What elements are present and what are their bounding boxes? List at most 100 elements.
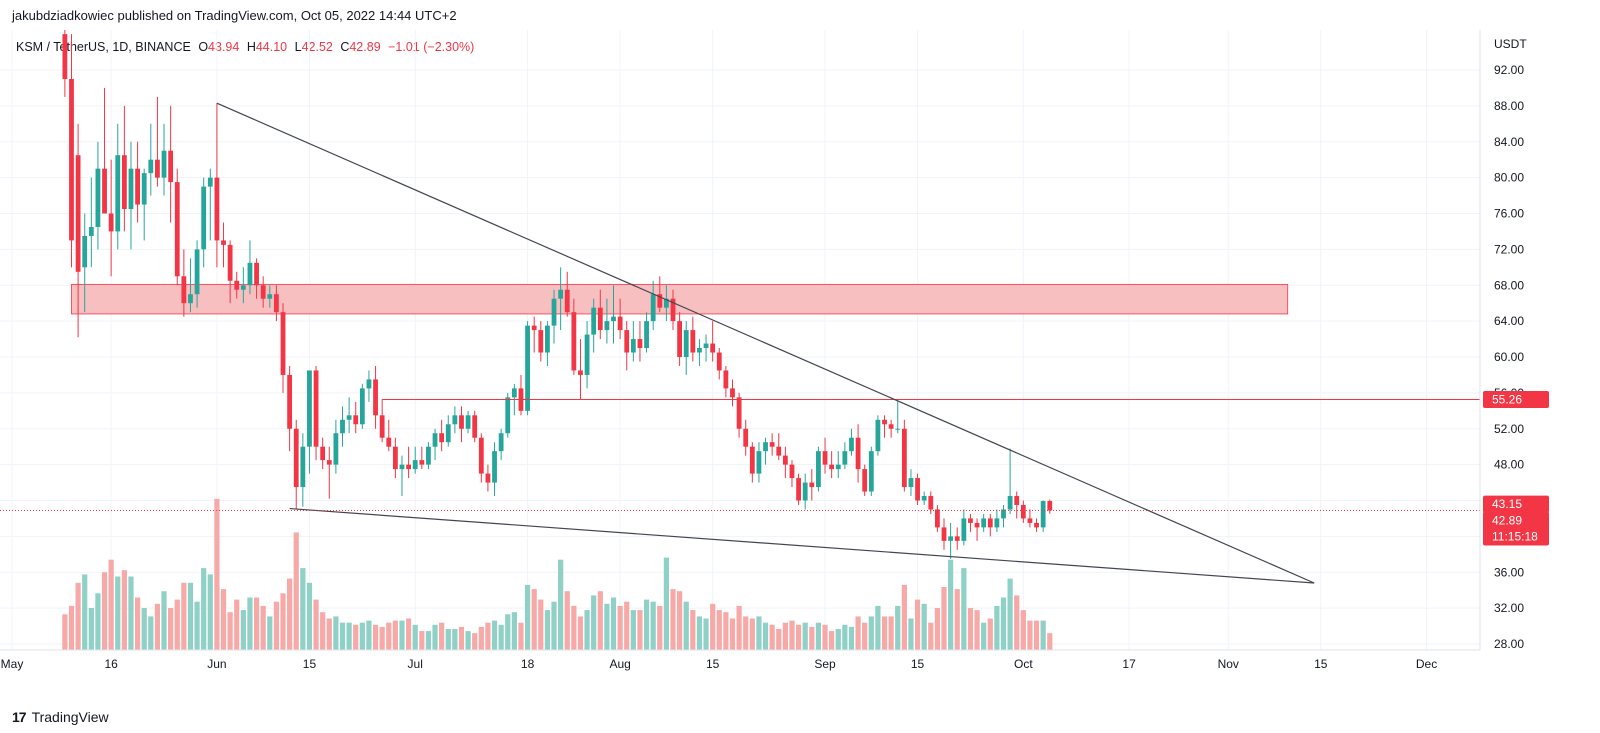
candle [267,285,273,308]
candle-body [597,307,603,331]
candle [796,473,801,505]
candle-body [412,460,418,470]
candle [1040,500,1046,532]
candle [948,522,954,559]
candle-body [326,460,332,465]
candle [95,141,101,250]
volume-bar [478,626,484,650]
candle-body [961,518,967,541]
candle [207,168,213,241]
candle-body [987,518,993,528]
volume-bar [928,622,934,650]
candle-body [968,518,973,523]
candle [822,437,828,474]
symbol-name[interactable]: KSM / TetherUS, 1D, BINANCE [16,40,191,54]
candle [749,442,755,483]
time-axis: May 16 Jun 15 Jul 18 Aug 15 Sep 15 Oct 17 Nov 15 Dec [1,657,1438,671]
candle [472,410,478,443]
volume-bar [1020,610,1026,650]
time-tick-label: 15 [303,657,317,671]
candle-body [882,419,887,425]
volume-bar [399,620,405,650]
volume-bar [921,603,927,650]
time-tick-label: 18 [521,657,535,671]
candle [293,419,299,509]
volume-bar [696,616,703,650]
candle [181,249,187,317]
time-tick-label: 17 [1122,657,1136,671]
trendline [289,507,1315,584]
candle [373,365,378,429]
candle [121,105,127,232]
candle [591,298,597,353]
candle [379,399,385,443]
candle-body [835,464,841,470]
candle [280,303,286,393]
time-tick-label: Sep [814,657,836,671]
volume-bar [895,605,901,650]
candle-body [670,298,676,322]
candle-body [300,446,306,488]
candle [1027,509,1033,528]
volume-bar [663,557,669,650]
candle [855,424,861,483]
badge-55-26-bg [1483,391,1549,409]
candle-body [293,428,299,488]
candle-body [135,168,140,205]
price-tick-label: 28.00 [1494,637,1524,651]
volume-bar [815,622,822,650]
candle-body [604,321,610,331]
change-value: −1.01 (−2.30%) [388,40,475,54]
candle-body [201,186,207,250]
volume-bar [82,574,88,650]
volume-bar [379,626,385,650]
candle-body [207,177,213,187]
candle [690,316,696,362]
candle-body [743,428,749,447]
candle [677,312,683,366]
volume-bar [690,610,696,650]
open-label: O [198,40,209,54]
candle [657,276,663,313]
candle-body [194,249,200,295]
volume-bar [591,595,597,650]
candle [763,437,768,465]
volume-bar [888,616,894,650]
candle-body [121,155,127,210]
candle [300,433,306,507]
candle [234,271,240,299]
candle [353,401,359,434]
volume-bar [95,593,101,650]
candle [776,433,782,461]
volume-bar [267,616,273,650]
candle [941,518,947,550]
candle-body [373,379,378,416]
candle-body [921,496,927,501]
candle-body [478,437,484,474]
volume-bar [260,605,266,650]
candle-body [822,451,828,465]
candle-body [578,370,583,375]
candle-body [128,168,134,210]
candle [62,30,68,97]
volume-bar [848,626,855,650]
candle [888,419,894,438]
candle [188,258,193,313]
candlestick-chart[interactable]: USDT 28.0032.0036.0040.0044.0048.0052.00… [0,30,1600,680]
volume-bar [491,620,498,650]
candle [584,321,590,389]
candle [102,87,107,214]
volume-bar [168,608,174,650]
volume-bar [610,597,617,650]
candle [135,141,140,223]
candle [161,123,167,196]
publisher-header: jakubdziadkowiec published on TradingVie… [12,8,457,23]
volume-bar [406,618,412,650]
time-tick-label: 15 [911,657,925,671]
volume-bar [829,631,835,650]
volume-bar [134,597,141,650]
volume-bar [412,624,418,650]
badge-55-26: 55.26 [1492,393,1522,407]
candle [69,34,74,268]
volume-bar [253,597,260,650]
